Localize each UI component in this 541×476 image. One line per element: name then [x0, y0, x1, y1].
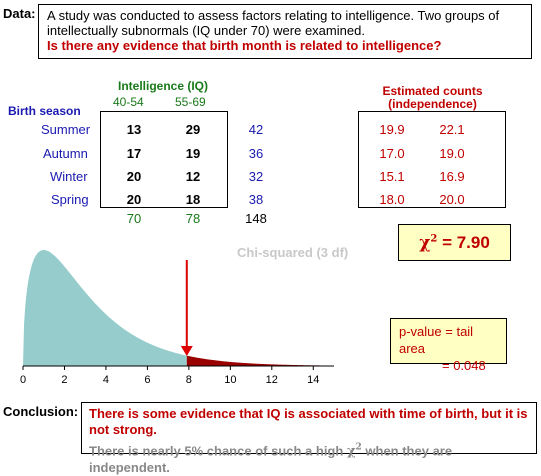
x-tick-label: 6	[144, 374, 150, 386]
chi-squared-value-box: χ2 = 7.90	[398, 224, 511, 261]
x-tick-label: 8	[186, 374, 192, 386]
p-value-line1: p-value = tail area	[399, 324, 474, 356]
estimated-header-line2: (independence)	[388, 97, 477, 111]
est-cell: 19.0	[439, 146, 465, 161]
data-description: A study was conducted to assess factors …	[47, 8, 500, 38]
research-question: Is there any evidence that birth month i…	[47, 38, 442, 53]
p-value-line2: = 0.048	[442, 358, 486, 373]
season-summer: Summer	[41, 122, 91, 137]
obs-cell: 13	[126, 122, 142, 137]
season-autumn: Autumn	[43, 146, 88, 161]
row-total: 42	[248, 122, 264, 137]
est-cell: 19.9	[379, 122, 405, 137]
obs-cell: 12	[185, 169, 201, 184]
chi-symbol: χ2	[419, 232, 438, 253]
estimated-table	[358, 111, 506, 208]
chi-squared-density-chart: 0 2 4 6 8 10 12 14 Chi-squared (3 df)	[20, 245, 348, 386]
p-value-box: p-value = tail area = 0.048	[390, 318, 507, 373]
row-total: 38	[248, 192, 264, 207]
est-cell: 18.0	[379, 192, 405, 207]
conclusion-note-a: There is nearly 5% chance of such a high	[89, 443, 344, 459]
conclusion-main: There is some evidence that IQ is associ…	[89, 406, 528, 437]
estimated-header-line1: Estimated counts	[382, 84, 483, 98]
estimated-header: Estimated counts (independence)	[360, 85, 505, 111]
obs-cell: 20	[126, 192, 142, 207]
obs-cell: 29	[185, 122, 201, 137]
x-tick-label: 10	[224, 374, 236, 386]
est-cell: 15.1	[379, 169, 405, 184]
grand-total: 148	[245, 211, 267, 226]
chi-equals: =	[437, 232, 457, 252]
density-body-area	[23, 250, 187, 366]
col-total: 70	[126, 211, 142, 226]
est-cell: 20.0	[439, 192, 465, 207]
observed-table	[100, 111, 228, 208]
row-total: 32	[248, 169, 264, 184]
data-label: Data:	[3, 6, 36, 21]
iq-col-2: 55-69	[175, 95, 206, 109]
iq-header: Intelligence (IQ)	[118, 79, 209, 93]
birth-season-header: Birth season	[8, 104, 81, 118]
conclusion-note-chi: χ2	[346, 443, 362, 460]
statistic-arrow-head	[180, 346, 193, 356]
iq-col-1: 40-54	[113, 95, 144, 109]
chart-label: Chi-squared (3 df)	[237, 245, 348, 260]
obs-cell: 18	[185, 192, 201, 207]
x-tick-label: 2	[61, 374, 67, 386]
chi-value: 7.90	[456, 232, 490, 252]
conclusion-label: Conclusion:	[3, 404, 79, 419]
season-winter: Winter	[50, 169, 88, 184]
obs-cell: 19	[185, 146, 201, 161]
x-tick-label: 14	[307, 374, 319, 386]
x-tick-label: 0	[20, 374, 26, 386]
x-tick-label: 12	[266, 374, 278, 386]
density-tail-area	[186, 355, 334, 366]
row-total: 36	[248, 146, 264, 161]
season-spring: Spring	[51, 192, 89, 207]
est-cell: 16.9	[439, 169, 465, 184]
x-tick-label: 4	[103, 374, 109, 386]
obs-cell: 17	[126, 146, 142, 161]
data-description-box: A study was conducted to assess factors …	[38, 4, 532, 59]
conclusion-note: There is nearly 5% chance of such a high…	[89, 440, 529, 476]
col-total: 78	[185, 211, 201, 226]
est-cell: 17.0	[379, 146, 405, 161]
obs-cell: 20	[126, 169, 142, 184]
conclusion-box: There is some evidence that IQ is associ…	[81, 402, 537, 475]
est-cell: 22.1	[439, 122, 465, 137]
